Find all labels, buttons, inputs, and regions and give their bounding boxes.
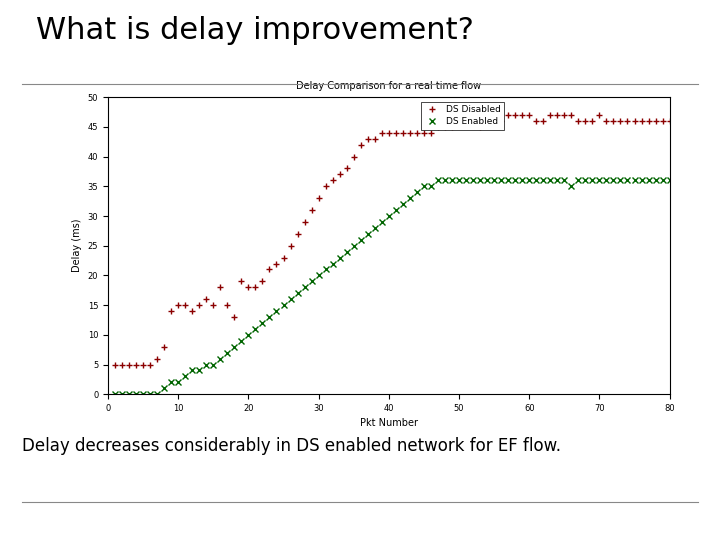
DS Enabled: [448, 177, 456, 184]
DS Disabled: [497, 118, 505, 124]
DS Disabled: [356, 141, 365, 148]
Title: Delay Comparison for a real time flow: Delay Comparison for a real time flow: [296, 81, 482, 91]
X-axis label: Pkt Number: Pkt Number: [360, 418, 418, 428]
DS Disabled: [665, 118, 674, 124]
DS Disabled: [609, 118, 618, 124]
DS Enabled: [476, 177, 485, 184]
DS Enabled: [665, 177, 674, 184]
DS Enabled: [455, 177, 464, 184]
DS Enabled: [433, 177, 442, 184]
DS Disabled: [441, 124, 449, 130]
DS Enabled: [111, 391, 120, 397]
DS Disabled: [448, 124, 456, 130]
DS Disabled: [469, 118, 477, 124]
Line: DS Enabled: DS Enabled: [112, 178, 672, 397]
DS Disabled: [490, 112, 498, 118]
Line: DS Disabled: DS Disabled: [112, 112, 672, 367]
DS Disabled: [111, 361, 120, 368]
Legend: DS Disabled, DS Enabled: DS Disabled, DS Enabled: [421, 102, 504, 130]
DS Enabled: [609, 177, 618, 184]
DS Enabled: [356, 237, 365, 243]
Text: What is delay improvement?: What is delay improvement?: [36, 16, 474, 45]
Y-axis label: Delay (ms): Delay (ms): [72, 219, 82, 273]
Text: Delay decreases considerably in DS enabled network for EF flow.: Delay decreases considerably in DS enabl…: [22, 437, 561, 455]
DS Enabled: [497, 177, 505, 184]
